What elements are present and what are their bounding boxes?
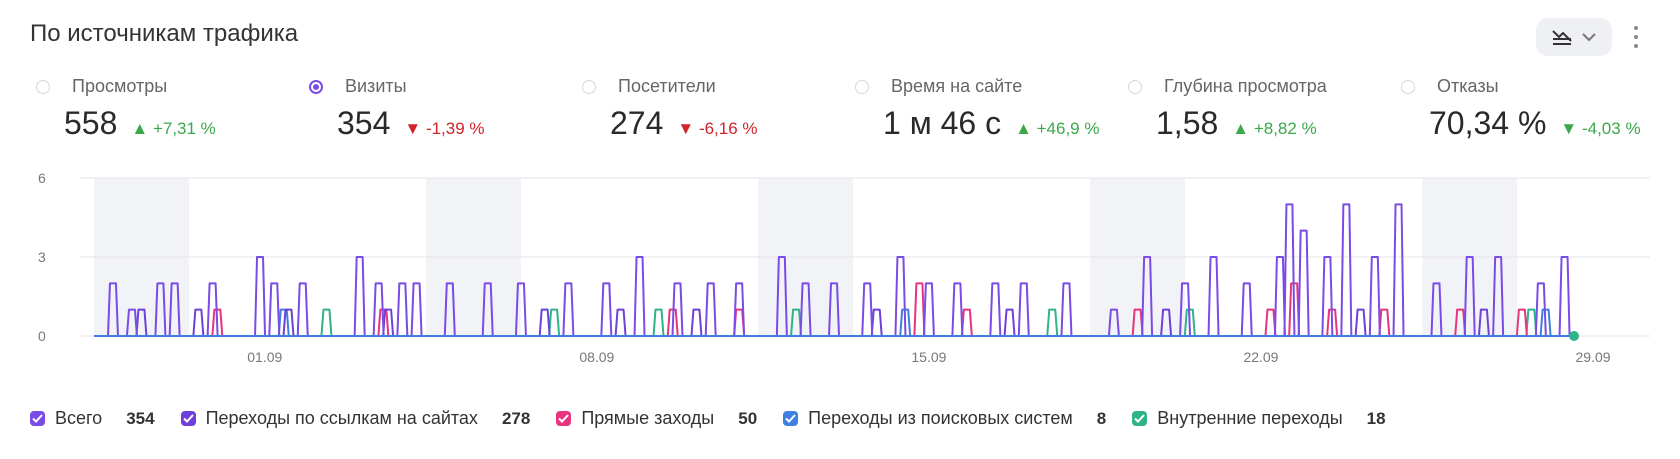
- metric-radio[interactable]: [1128, 79, 1142, 94]
- legend-item[interactable]: Прямые заходы 50: [556, 408, 757, 429]
- x-tick-label: 01.09: [247, 349, 282, 365]
- metric-radio[interactable]: [1401, 79, 1415, 94]
- x-tick-label: 29.09: [1576, 349, 1611, 365]
- legend-label: Переходы из поисковых систем: [808, 408, 1073, 428]
- metric-value: 1 м 46 с: [883, 105, 1002, 141]
- x-tick-label: 08.09: [579, 349, 614, 365]
- kebab-menu-icon[interactable]: [1628, 22, 1644, 52]
- chart-legend: Всего 354 Переходы по ссылкам на сайтах 278…: [30, 408, 1412, 429]
- legend-checkbox[interactable]: [1132, 411, 1148, 426]
- metric-label: Время на сайте: [891, 76, 1023, 96]
- page-title: По источникам трафика: [30, 20, 299, 47]
- traffic-chart: 0 3 6 01.09 08.09 15.09 22.09 29.09: [38, 170, 1650, 365]
- legend-checkbox[interactable]: [30, 411, 45, 426]
- metric-0[interactable]: Просмотры 558 ▲ +7,31 %: [36, 76, 216, 142]
- legend-checkbox[interactable]: [556, 411, 572, 426]
- metric-4[interactable]: Глубина просмотра 1,58 ▲ +8,82 %: [1128, 76, 1327, 142]
- legend-checkbox[interactable]: [180, 411, 196, 426]
- metric-label: Посетители: [618, 76, 716, 96]
- last-point: [1569, 331, 1580, 341]
- y-tick-label: 3: [38, 249, 46, 265]
- metric-delta: ▲ +8,82 %: [1232, 119, 1317, 138]
- metric-label: Отказы: [1437, 76, 1499, 96]
- x-tick-label: 15.09: [911, 349, 946, 365]
- legend-count: 18: [1366, 408, 1386, 428]
- metric-value: 354: [337, 105, 391, 141]
- metric-delta: ▲ +7,31 %: [131, 119, 216, 138]
- metric-label: Глубина просмотра: [1164, 76, 1327, 96]
- chevron-down-icon: [1582, 33, 1596, 42]
- metric-value: 274: [610, 105, 664, 141]
- legend-count: 50: [738, 408, 758, 428]
- metric-label: Просмотры: [72, 76, 168, 96]
- legend-item[interactable]: Переходы по ссылкам на сайтах 278: [180, 408, 531, 429]
- metric-3[interactable]: Время на сайте 1 м 46 с ▲ +46,9 %: [855, 76, 1100, 142]
- metric-delta: ▼ -4,03 %: [1560, 119, 1641, 138]
- metric-value: 558: [64, 105, 118, 141]
- chart-type-icon: [1552, 30, 1572, 45]
- metric-2[interactable]: Посетители 274 ▼ -6,16 %: [582, 76, 758, 142]
- legend-item[interactable]: Внутренние переходы 18: [1132, 408, 1386, 429]
- y-tick-label: 6: [38, 170, 46, 186]
- metric-delta: ▼ -1,39 %: [404, 119, 485, 138]
- metric-radio[interactable]: [582, 79, 596, 94]
- x-tick-label: 22.09: [1243, 349, 1278, 365]
- legend-label: Всего: [55, 408, 103, 428]
- metric-1[interactable]: Визиты 354 ▼ -1,39 %: [309, 76, 485, 142]
- legend-count: 278: [501, 408, 531, 428]
- chart-type-button[interactable]: [1536, 18, 1612, 56]
- metric-value: 1,58: [1156, 105, 1219, 141]
- y-tick-label: 0: [38, 328, 46, 344]
- metric-radio[interactable]: [855, 79, 869, 94]
- metric-value: 70,34 %: [1429, 105, 1547, 141]
- legend-count: 8: [1096, 408, 1107, 428]
- legend-item[interactable]: Всего 354: [30, 408, 155, 429]
- metric-delta: ▲ +46,9 %: [1015, 119, 1100, 138]
- metric-label: Визиты: [345, 76, 407, 96]
- metric-delta: ▼ -6,16 %: [677, 119, 758, 138]
- metric-radio[interactable]: [36, 79, 50, 94]
- legend-label: Прямые заходы: [581, 408, 715, 428]
- legend-label: Внутренние переходы: [1157, 408, 1343, 428]
- legend-checkbox[interactable]: [783, 411, 799, 426]
- legend-item[interactable]: Переходы из поисковых систем 8: [783, 408, 1106, 429]
- legend-label: Переходы по ссылкам на сайтах: [205, 408, 478, 428]
- metric-5[interactable]: Отказы 70,34 % ▼ -4,03 %: [1401, 76, 1641, 142]
- legend-count: 354: [126, 408, 155, 428]
- metric-radio[interactable]: [309, 79, 323, 94]
